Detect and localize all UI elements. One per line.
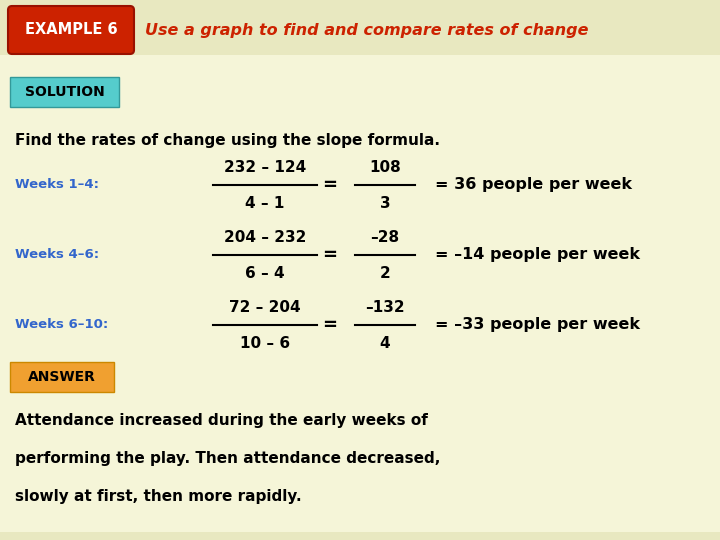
Text: 4 – 1: 4 – 1 [246, 195, 284, 211]
Text: Weeks 1–4:: Weeks 1–4: [15, 179, 99, 192]
Text: ANSWER: ANSWER [28, 370, 96, 384]
Text: performing the play. Then attendance decreased,: performing the play. Then attendance dec… [15, 450, 441, 465]
FancyBboxPatch shape [8, 6, 134, 54]
Text: =: = [323, 316, 338, 334]
Text: = 36 people per week: = 36 people per week [435, 178, 632, 192]
Text: Use a graph to find and compare rates of change: Use a graph to find and compare rates of… [145, 23, 588, 37]
Text: EXAMPLE 6: EXAMPLE 6 [24, 23, 117, 37]
Text: 204 – 232: 204 – 232 [224, 230, 306, 245]
Text: = –33 people per week: = –33 people per week [435, 318, 640, 333]
Text: –28: –28 [370, 230, 400, 245]
Text: 4: 4 [379, 335, 390, 350]
Text: Find the rates of change using the slope formula.: Find the rates of change using the slope… [15, 132, 440, 147]
Text: = –14 people per week: = –14 people per week [435, 247, 640, 262]
Text: 3: 3 [379, 195, 390, 211]
Text: 6 – 4: 6 – 4 [246, 266, 285, 280]
Text: Weeks 6–10:: Weeks 6–10: [15, 319, 108, 332]
Text: SOLUTION: SOLUTION [24, 85, 104, 99]
FancyBboxPatch shape [0, 0, 720, 55]
FancyBboxPatch shape [10, 362, 114, 392]
FancyBboxPatch shape [10, 77, 119, 107]
Text: Weeks 4–6:: Weeks 4–6: [15, 248, 99, 261]
Text: =: = [323, 246, 338, 264]
Text: =: = [323, 176, 338, 194]
FancyBboxPatch shape [0, 532, 720, 540]
Text: 232 – 124: 232 – 124 [224, 159, 306, 174]
Text: 72 – 204: 72 – 204 [229, 300, 301, 314]
Text: 10 – 6: 10 – 6 [240, 335, 290, 350]
Text: 2: 2 [379, 266, 390, 280]
Text: Attendance increased during the early weeks of: Attendance increased during the early we… [15, 413, 428, 428]
Text: –132: –132 [365, 300, 405, 314]
Text: slowly at first, then more rapidly.: slowly at first, then more rapidly. [15, 489, 302, 503]
Text: 108: 108 [369, 159, 401, 174]
